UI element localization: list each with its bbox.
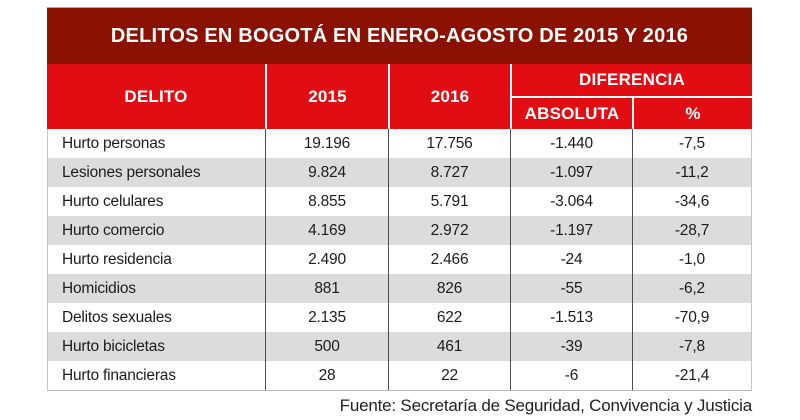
cell-2016: 8.727 [388,158,510,187]
cell-percent: -34,6 [632,187,751,216]
cell-2016: 826 [388,274,510,303]
cell-percent: -7,8 [632,332,751,361]
cell-percent: -6,2 [632,274,751,303]
cell-2016: 22 [388,361,510,390]
cell-absoluta: -1.097 [510,158,632,187]
column-header-2016: 2016 [388,64,510,129]
table-row: Hurto financieras 28 22 -6 -21,4 [48,361,751,390]
cell-2015: 2.135 [265,303,388,332]
cell-2015: 500 [265,332,388,361]
table-row: Homicidios 881 826 -55 -6,2 [48,274,751,303]
cell-percent: -1,0 [632,245,751,274]
crime-table-infographic: DELITOS EN BOGOTÁ EN ENERO-AGOSTO DE 201… [47,7,752,416]
table-row: Lesiones personales 9.824 8.727 -1.097 -11,2 [48,158,751,187]
cell-absoluta: -3.064 [510,187,632,216]
cell-delito: Hurto residencia [62,250,172,268]
cell-absoluta: -1.513 [510,303,632,332]
cell-percent: -28,7 [632,216,751,245]
cell-delito: Hurto personas [62,134,166,152]
table-row: Hurto personas 19.196 17.756 -1.440 -7,5 [48,129,751,158]
cell-2016: 622 [388,303,510,332]
table-row: Hurto bicicletas 500 461 -39 -7,8 [48,332,751,361]
cell-percent: -11,2 [632,158,751,187]
cell-percent: -7,5 [632,129,751,158]
cell-delito: Hurto financieras [62,366,176,384]
table-body: Hurto personas 19.196 17.756 -1.440 -7,5 Lesi… [47,129,752,391]
source-note: Fuente: Secretaría de Seguridad, Convive… [339,396,753,415]
cell-absoluta: -24 [510,245,632,274]
table-row: Hurto comercio 4.169 2.972 -1.197 -28,7 [48,216,751,245]
cell-2015: 4.169 [265,216,388,245]
cell-absoluta: -1.440 [510,129,632,158]
cell-percent: -21,4 [632,361,751,390]
cell-2016: 17.756 [388,129,510,158]
cell-absoluta: -1.197 [510,216,632,245]
cell-2016: 2.466 [388,245,510,274]
column-header-delito: DELITO [124,86,188,106]
cell-absoluta: -6 [510,361,632,390]
cell-2015: 28 [265,361,388,390]
table-header: DELITO 2015 2016 DIFERENCIA ABSOLUTA % [47,64,752,129]
cell-delito: Delitos sexuales [62,308,172,326]
table-row: Hurto residencia 2.490 2.466 -24 -1,0 [48,245,751,274]
cell-percent: -70,9 [632,303,751,332]
cell-2015: 881 [265,274,388,303]
cell-2016: 5.791 [388,187,510,216]
cell-delito: Hurto celulares [62,192,164,210]
cell-delito: Homicidios [62,279,136,297]
cell-2015: 19.196 [265,129,388,158]
cell-2015: 2.490 [265,245,388,274]
cell-absoluta: -39 [510,332,632,361]
cell-2016: 461 [388,332,510,361]
table-row: Hurto celulares 8.855 5.791 -3.064 -34,6 [48,187,751,216]
cell-delito: Hurto bicicletas [62,337,165,355]
cell-absoluta: -55 [510,274,632,303]
column-header-diferencia: DIFERENCIA [510,64,752,96]
cell-2015: 9.824 [265,158,388,187]
page-title: DELITOS EN BOGOTÁ EN ENERO-AGOSTO DE 201… [47,7,752,64]
cell-2016: 2.972 [388,216,510,245]
cell-delito: Lesiones personales [62,163,201,181]
table-row: Delitos sexuales 2.135 622 -1.513 -70,9 [48,303,751,332]
column-header-percent: % [632,96,752,129]
cell-delito: Hurto comercio [62,221,165,239]
column-header-absoluta: ABSOLUTA [510,96,632,129]
cell-2015: 8.855 [265,187,388,216]
column-header-2015: 2015 [265,64,388,129]
